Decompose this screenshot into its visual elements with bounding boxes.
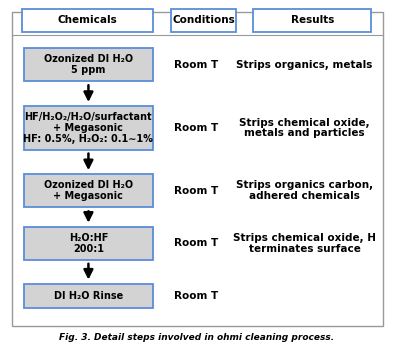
Text: Room T: Room T — [174, 60, 219, 70]
Text: 200:1: 200:1 — [73, 244, 104, 254]
Text: metals and particles: metals and particles — [244, 128, 365, 138]
Text: Room T: Room T — [174, 186, 219, 196]
FancyBboxPatch shape — [171, 9, 236, 32]
Text: Chemicals: Chemicals — [57, 15, 118, 25]
Text: Strips organics, metals: Strips organics, metals — [236, 60, 373, 70]
Text: Room T: Room T — [174, 123, 219, 133]
FancyBboxPatch shape — [24, 48, 153, 82]
Text: terminates surface: terminates surface — [249, 244, 360, 253]
Text: + Megasonic: + Megasonic — [53, 123, 123, 133]
FancyBboxPatch shape — [12, 12, 383, 326]
Text: Strips chemical oxide, H: Strips chemical oxide, H — [233, 233, 376, 243]
FancyBboxPatch shape — [24, 106, 153, 150]
Text: Fig. 3. Detail steps involved in ohmi cleaning process.: Fig. 3. Detail steps involved in ohmi cl… — [59, 333, 334, 342]
Text: + Megasonic: + Megasonic — [53, 191, 123, 201]
Text: HF/H₂O₂/H₂O/surfactant: HF/H₂O₂/H₂O/surfactant — [25, 112, 152, 121]
Text: 5 ppm: 5 ppm — [71, 65, 106, 75]
Text: Strips chemical oxide,: Strips chemical oxide, — [239, 118, 370, 127]
Text: Room T: Room T — [174, 291, 219, 301]
Text: adhered chemicals: adhered chemicals — [249, 191, 360, 201]
FancyBboxPatch shape — [253, 9, 371, 32]
Text: HF: 0.5%, H₂O₂: 0.1∼1%: HF: 0.5%, H₂O₂: 0.1∼1% — [24, 134, 153, 144]
Text: Ozonized DI H₂O: Ozonized DI H₂O — [44, 180, 133, 190]
Text: Room T: Room T — [174, 238, 219, 248]
Text: Ozonized DI H₂O: Ozonized DI H₂O — [44, 54, 133, 64]
Text: Conditions: Conditions — [172, 15, 235, 25]
FancyBboxPatch shape — [24, 227, 153, 260]
Text: Results: Results — [291, 15, 334, 25]
FancyBboxPatch shape — [24, 284, 153, 308]
FancyBboxPatch shape — [24, 174, 153, 207]
Text: DI H₂O Rinse: DI H₂O Rinse — [54, 291, 123, 301]
FancyBboxPatch shape — [22, 9, 153, 32]
Text: H₂O:HF: H₂O:HF — [69, 233, 108, 243]
Text: Strips organics carbon,: Strips organics carbon, — [236, 181, 373, 190]
